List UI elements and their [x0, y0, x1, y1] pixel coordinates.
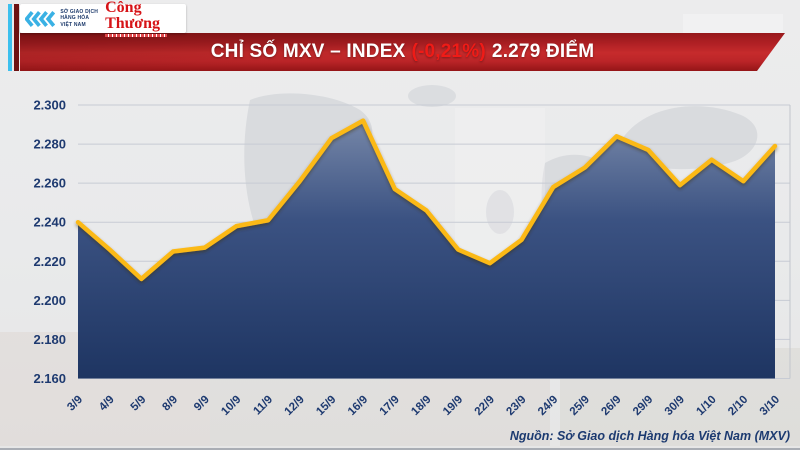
congthuong-logo: Công Thương: [105, 0, 181, 37]
title-prefix: CHỈ SỐ MXV – INDEX: [210, 41, 406, 62]
index-area-fill: [78, 120, 775, 379]
y-tick-label: 2.220: [33, 254, 66, 269]
logo-box: SỞ GIAO DỊCH HÀNG HÓA VIỆT NAM Công Thươ…: [20, 0, 186, 37]
mxv-chevrons-icon: [25, 10, 56, 27]
index-line: [75, 118, 778, 282]
title-banner: CHỈ SỐ MXV – INDEX (-0,21%) 2.279 ĐIỂM: [20, 33, 785, 71]
y-tick-label: 2.240: [33, 215, 66, 230]
y-tick-label: 2.160: [33, 371, 66, 386]
congthuong-wordmark: Công Thương: [105, 0, 161, 32]
y-tick-label: 2.200: [33, 293, 66, 308]
title-change-percent: (-0,21%): [411, 41, 486, 62]
y-tick-label: 2.180: [33, 332, 66, 347]
y-axis-labels: 2.300 2.280 2.260 2.240 2.220 2.200 2.180 2.160: [33, 98, 66, 387]
mxv-exchange-name: SỞ GIAO DỊCH HÀNG HÓA VIỆT NAM: [60, 9, 99, 28]
left-maroon-stripe: [14, 4, 19, 71]
title-latest-value: 2.279 ĐIỂM: [491, 41, 595, 62]
y-tick-label: 2.260: [33, 176, 66, 191]
y-tick-label: 2.300: [33, 98, 66, 113]
source-note: Nguồn: Sở Giao dịch Hàng hóa Việt Nam (M…: [509, 429, 790, 443]
chart-title: CHỈ SỐ MXV – INDEX (-0,21%) 2.279 ĐIỂM: [211, 41, 595, 63]
left-cyan-stripe: [8, 4, 12, 71]
congthuong-subline: [105, 34, 168, 37]
y-tick-label: 2.280: [33, 137, 66, 152]
